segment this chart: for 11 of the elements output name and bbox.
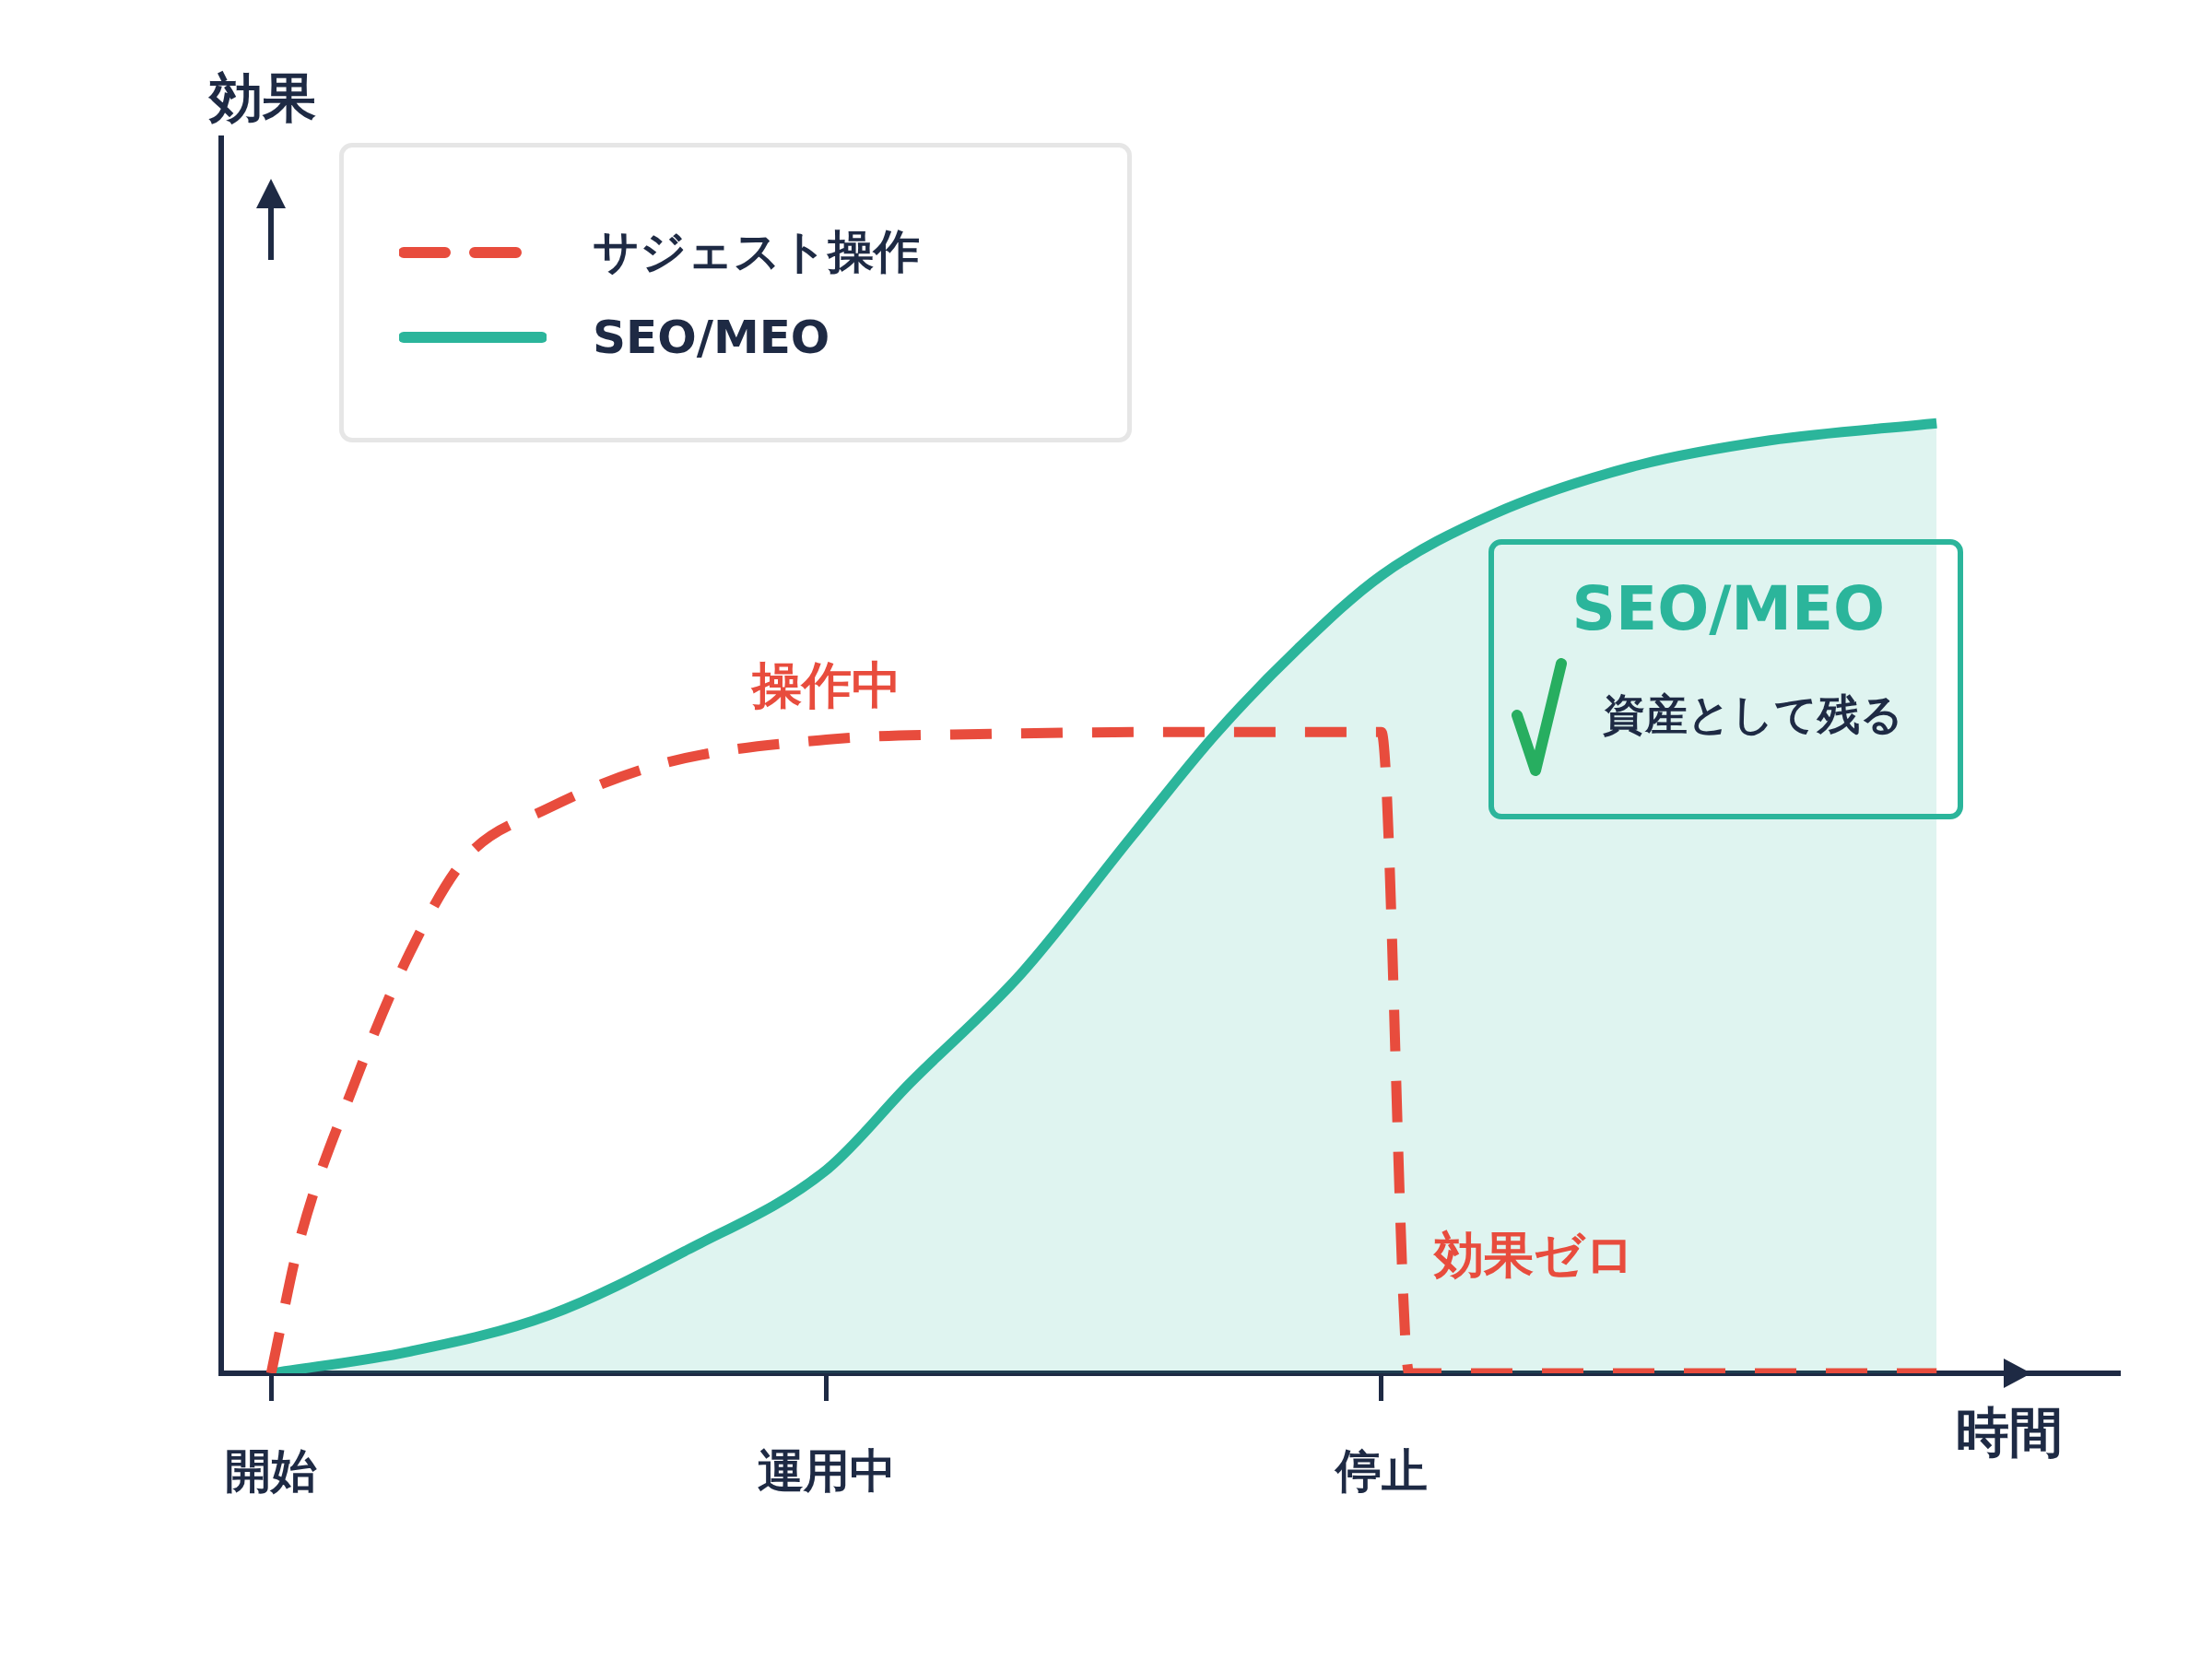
annotation: SEO/MEO xyxy=(1571,572,1886,644)
annotation: 資産として残る xyxy=(1603,688,1904,739)
x-tick-label: 運用中 xyxy=(757,1443,896,1498)
legend-label: サジェスト操作 xyxy=(593,224,920,280)
x-tick-label: 開始 xyxy=(225,1443,318,1498)
annotation: 効果ゼロ xyxy=(1431,1226,1635,1285)
annotation: 操作中 xyxy=(749,655,901,714)
text: 効果 xyxy=(207,66,316,130)
legend-label: SEO/MEO xyxy=(593,311,830,364)
x-axis-title: 時間 xyxy=(1956,1401,2063,1465)
x-tick-label: 停止 xyxy=(1333,1443,1428,1498)
